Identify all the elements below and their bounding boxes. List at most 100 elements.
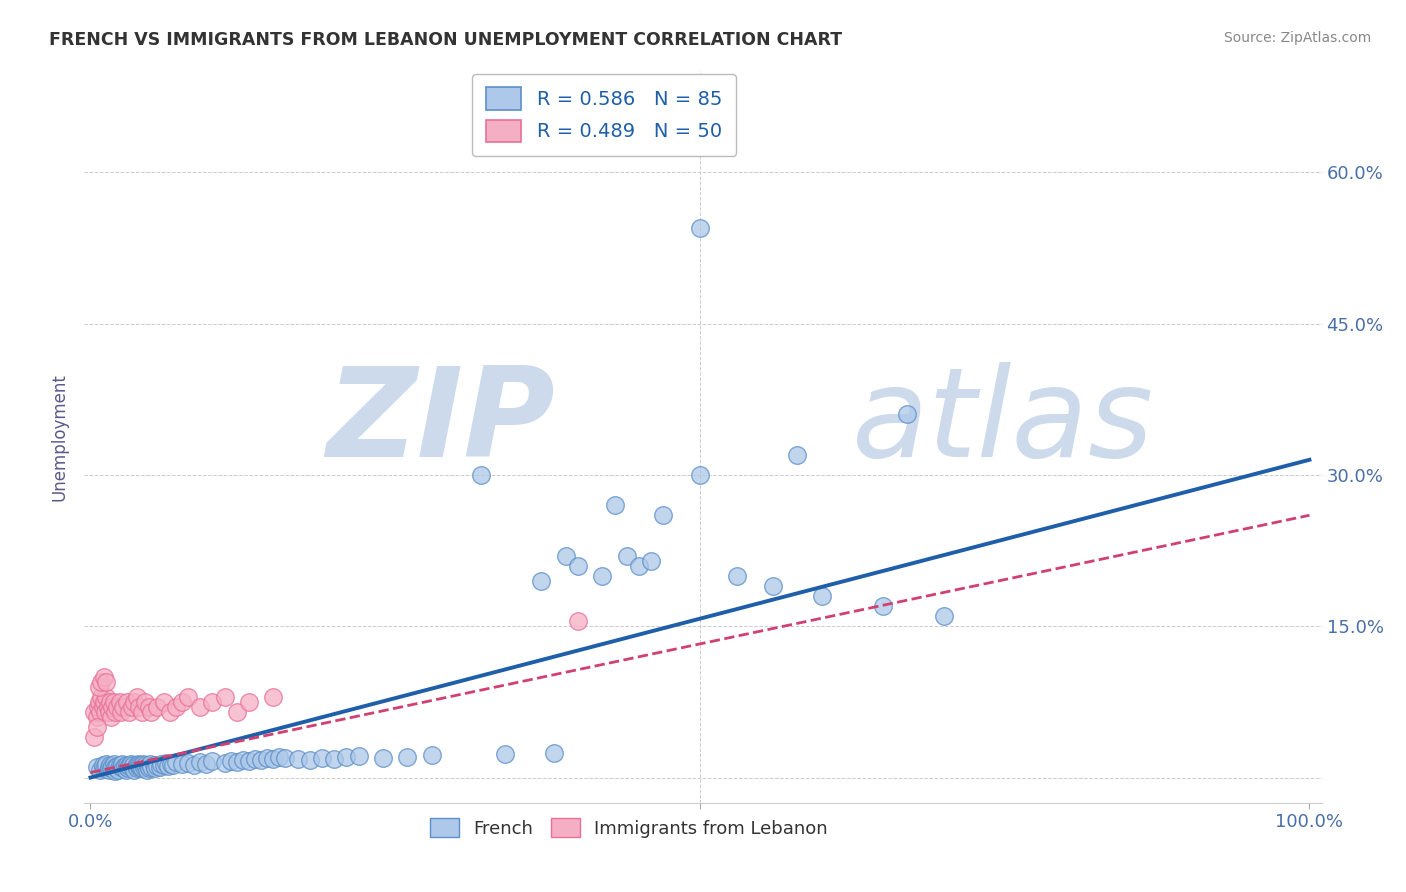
- Point: [87, 700, 110, 714]
- Y-axis label: Unemployment: Unemployment: [51, 373, 69, 501]
- Point: [188, 700, 211, 714]
- Point: [103, 757, 125, 772]
- Point: [115, 695, 138, 709]
- Point: [87, 680, 110, 694]
- Point: [250, 753, 273, 767]
- Point: [262, 690, 284, 704]
- Point: [134, 695, 156, 709]
- Point: [83, 730, 105, 744]
- Point: [91, 762, 114, 776]
- Point: [98, 695, 121, 709]
- Point: [110, 760, 132, 774]
- Point: [122, 758, 145, 772]
- Point: [262, 752, 284, 766]
- Point: [112, 700, 135, 714]
- Point: [347, 749, 370, 764]
- Point: [121, 700, 143, 714]
- Point: [98, 758, 121, 772]
- Point: [104, 705, 127, 719]
- Point: [132, 757, 155, 772]
- Point: [100, 762, 122, 776]
- Point: [146, 700, 169, 714]
- Point: [567, 558, 589, 573]
- Point: [274, 751, 297, 765]
- Point: [101, 700, 124, 714]
- Point: [86, 710, 108, 724]
- Point: [125, 762, 148, 776]
- Point: [124, 763, 146, 777]
- Point: [150, 757, 173, 772]
- Point: [287, 752, 309, 766]
- Point: [762, 579, 785, 593]
- Point: [201, 695, 224, 709]
- Point: [127, 757, 149, 772]
- Point: [256, 751, 278, 765]
- Point: [591, 569, 613, 583]
- Point: [689, 467, 711, 482]
- Point: [105, 762, 128, 776]
- Point: [170, 757, 193, 772]
- Point: [86, 720, 108, 734]
- Point: [323, 752, 346, 766]
- Point: [214, 756, 236, 771]
- Point: [311, 751, 333, 765]
- Point: [371, 751, 394, 765]
- Point: [105, 759, 128, 773]
- Point: [243, 752, 266, 766]
- Point: [104, 760, 127, 774]
- Point: [100, 710, 122, 724]
- Point: [107, 763, 129, 777]
- Point: [115, 758, 138, 772]
- Point: [640, 554, 662, 568]
- Point: [188, 756, 211, 770]
- Point: [134, 758, 156, 772]
- Point: [136, 759, 159, 773]
- Point: [219, 755, 242, 769]
- Point: [111, 757, 134, 772]
- Point: [201, 755, 224, 769]
- Point: [108, 758, 131, 772]
- Point: [101, 759, 124, 773]
- Point: [141, 760, 163, 774]
- Legend: French, Immigrants from Lebanon: French, Immigrants from Lebanon: [422, 811, 835, 845]
- Point: [396, 750, 419, 764]
- Point: [96, 757, 118, 772]
- Point: [94, 705, 117, 719]
- Point: [238, 695, 260, 709]
- Point: [177, 756, 200, 771]
- Point: [90, 690, 112, 704]
- Point: [420, 748, 443, 763]
- Point: [225, 705, 247, 719]
- Point: [94, 759, 117, 773]
- Point: [141, 705, 163, 719]
- Point: [131, 705, 153, 719]
- Point: [89, 705, 111, 719]
- Text: FRENCH VS IMMIGRANTS FROM LEBANON UNEMPLOYMENT CORRELATION CHART: FRENCH VS IMMIGRANTS FROM LEBANON UNEMPL…: [49, 31, 842, 49]
- Point: [157, 759, 180, 773]
- Text: atlas: atlas: [852, 362, 1153, 483]
- Point: [162, 758, 184, 772]
- Point: [128, 760, 150, 774]
- Point: [86, 760, 108, 774]
- Point: [554, 549, 576, 563]
- Point: [115, 760, 138, 774]
- Point: [97, 760, 120, 774]
- Point: [811, 589, 834, 603]
- Point: [103, 695, 125, 709]
- Point: [232, 753, 254, 767]
- Point: [104, 764, 127, 778]
- Point: [132, 760, 155, 774]
- Point: [177, 690, 200, 704]
- Point: [120, 757, 142, 772]
- Text: Source: ZipAtlas.com: Source: ZipAtlas.com: [1223, 31, 1371, 45]
- Point: [97, 763, 120, 777]
- Point: [129, 759, 152, 773]
- Point: [616, 549, 638, 563]
- Point: [125, 690, 148, 704]
- Point: [225, 756, 247, 770]
- Point: [110, 705, 132, 719]
- Point: [165, 700, 187, 714]
- Point: [131, 762, 153, 776]
- Point: [138, 700, 160, 714]
- Point: [138, 762, 160, 776]
